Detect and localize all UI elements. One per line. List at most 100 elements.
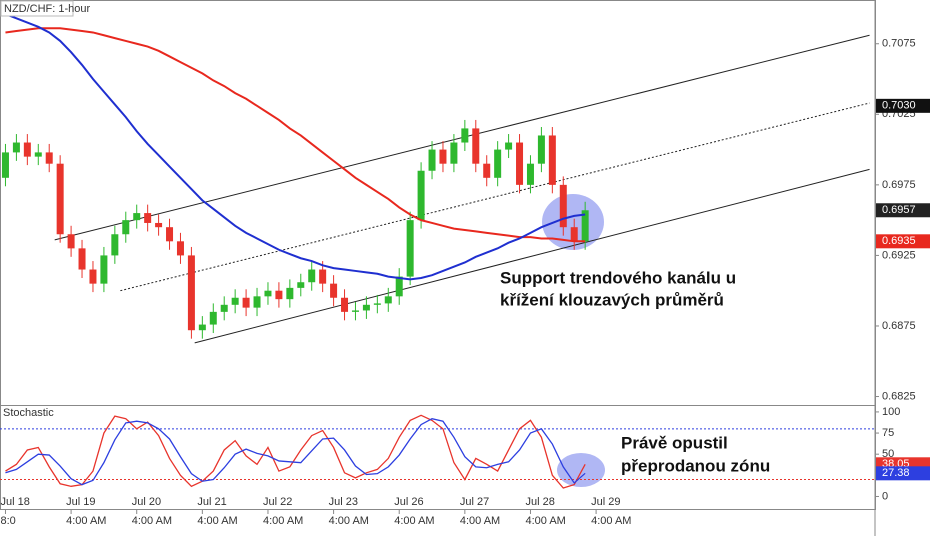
candle-body [231,297,239,305]
candle-body [395,276,403,297]
y-tick-label: 0.6975 [882,179,916,191]
x-time-label: 4:00 AM [329,515,369,527]
y-tick-label: 0 [882,490,888,502]
candle-body [406,220,414,277]
candle-body [505,142,513,150]
candle-body [12,142,20,153]
plot-layer: 0.70750.70250.69750.69250.68750.68250.70… [0,13,930,527]
candle-body [362,304,370,311]
candle-body [242,297,250,308]
candle-body [78,248,86,270]
candle-body [144,213,152,223]
trend-line [120,102,870,292]
candle-body [67,234,75,249]
candle-body [111,234,119,256]
candle-body [472,128,480,164]
candle-body [559,184,567,228]
x-tick-label: Jul 18 [0,496,29,508]
annotation: Právě opustil [621,433,728,452]
candle-body [548,135,556,185]
candle-body [176,241,184,256]
candle-body [166,227,174,242]
x-time-label: 8:0 [0,515,15,527]
candle-body [297,282,305,288]
candle-body [45,152,53,164]
x-tick-label: Jul 21 [197,496,226,508]
candle-body [384,296,392,304]
candle-body [483,163,491,178]
candle-body [570,227,578,242]
price-box [876,203,930,218]
candle-body [34,152,42,157]
x-time-label: 4:00 AM [460,515,500,527]
title-box [0,0,74,17]
candle-body [330,283,338,298]
candle-body [537,135,545,164]
annotation: Support trendového kanálu u [500,268,736,287]
annotation: křížení klouzavých průměrů [500,290,724,309]
x-time-label: 4:00 AM [197,515,237,527]
candle-body [264,290,272,297]
candle-body [275,290,283,300]
x-tick-label: Jul 19 [66,496,95,508]
price-panel [0,0,876,406]
candle-body [526,163,534,185]
x-time-label: 4:00 AM [525,515,565,527]
candle-body [220,304,228,312]
candle-body [581,210,589,242]
candle-body [319,269,327,284]
x-tick-label: Jul 28 [525,496,554,508]
y-tick-label: 50 [882,448,894,460]
panel-title: Stochastic [3,407,54,419]
x-time-label: 4:00 AM [394,515,434,527]
candle-body [122,220,130,235]
candle-body [286,287,294,300]
candle-body [494,149,502,178]
candle-body [308,269,316,283]
candle-body [133,213,141,221]
x-tick-label: Jul 27 [460,496,489,508]
candle-body [56,163,64,235]
series-line [5,417,586,486]
x-time-label: 4:00 AM [591,515,631,527]
x-tick-label: Jul 23 [329,496,358,508]
candle-body [100,255,108,284]
price-box-label: 0.6957 [882,204,916,216]
candle-body [253,296,261,308]
candle-body [428,149,436,171]
candle-body [198,324,206,331]
price-box-label: 0.6935 [882,235,916,247]
y-tick-label: 0.7075 [882,38,916,50]
series-line [5,27,586,243]
price-box [876,466,930,481]
annotation: přeprodanou zónu [621,456,770,475]
x-tick-label: Jul 22 [263,496,292,508]
candle-body [209,311,217,325]
series-line [5,414,586,489]
price-box [876,98,930,113]
price-box-label: 0.7030 [882,100,916,112]
y-tick-label: 0.6925 [882,249,916,261]
candle-body [1,152,9,178]
candle-body [450,142,458,164]
candle-body [461,128,469,143]
series-line [5,13,586,281]
y-tick-label: 0.6875 [882,320,916,332]
x-tick-label: Jul 29 [591,496,620,508]
candle-body [417,170,425,221]
highlight [557,453,605,487]
candle-body [439,149,447,164]
price-box-label: 27.38 [882,467,910,479]
y-tick-label: 0.6825 [882,390,916,402]
candle-body [373,303,381,305]
candle-body [351,310,359,312]
candle-body [187,255,195,331]
candle-body [516,142,524,185]
x-tick-label: Jul 26 [394,496,423,508]
candle-body [89,269,97,284]
candle-body [155,222,163,228]
x-tick-label: Jul 20 [132,496,161,508]
x-time-label: 4:00 AM [263,515,303,527]
y-tick-label: 75 [882,427,894,439]
